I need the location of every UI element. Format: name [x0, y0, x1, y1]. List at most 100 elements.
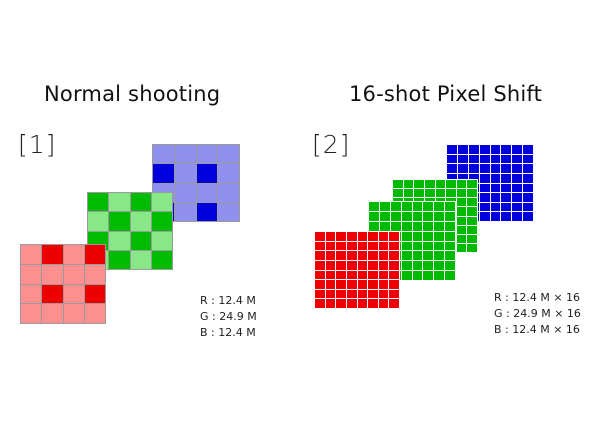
sensor-pixel: [21, 264, 42, 284]
sensor-pixel: [130, 231, 151, 250]
sensor-pixel: [130, 193, 151, 212]
stat-b-x16: B : 12.4 M × 16: [494, 323, 580, 336]
sensor-pixel: [130, 250, 151, 269]
sensor-pixel: [523, 145, 533, 154]
sensor-pixel: [414, 180, 424, 189]
sensor-pixel: [174, 202, 196, 221]
sensor-pixel: [368, 299, 378, 308]
sensor-pixel: [424, 180, 435, 189]
sensor-pixel: [456, 225, 467, 234]
sensor-pixel: [315, 289, 325, 299]
sensor-pixel: [368, 280, 378, 289]
sensor-pixel: [446, 180, 456, 189]
sensor-pixel: [467, 207, 477, 216]
sensor-pixel: [369, 221, 379, 231]
sensor-pixel: [403, 180, 414, 189]
sensor-pixel: [467, 243, 477, 252]
sensor-pixel: [357, 289, 368, 299]
sensor-pixel: [456, 180, 467, 189]
sensor-pixel: [490, 154, 501, 164]
sensor-pixel: [447, 173, 457, 183]
sensor-pixel: [389, 232, 399, 241]
sensor-pixel: [346, 270, 357, 280]
sensor-pixel: [412, 231, 423, 241]
sensor-pixel: [434, 261, 445, 271]
stat-g: G : 24.9 M: [200, 310, 257, 323]
sensor-pixel: [151, 250, 172, 269]
sensor-pixel: [501, 154, 512, 164]
sensor-pixel: [512, 154, 523, 164]
sensor-pixel: [21, 284, 42, 304]
sensor-pixel: [390, 221, 401, 231]
sensor-pixel: [447, 154, 457, 164]
sensor-pixel: [218, 145, 239, 164]
sensor-pixel: [501, 173, 512, 183]
sensor-pixel: [435, 180, 446, 189]
sensor-pixel: [423, 271, 434, 280]
sensor-pixel: [357, 232, 368, 241]
sensor-pixel: [109, 193, 130, 212]
sensor-pixel: [490, 212, 501, 221]
sensor-pixel: [512, 145, 523, 154]
sensor-pixel: [378, 289, 389, 299]
sensor-pixel: [109, 231, 130, 250]
sensor-pixel: [434, 202, 445, 211]
sensor-pixel: [434, 211, 445, 221]
title-normal-shooting: Normal shooting: [44, 82, 221, 106]
sensor-pixel: [88, 193, 109, 212]
sensor-pixel: [151, 231, 172, 250]
sensor-pixel: [456, 198, 467, 207]
sensor-pixel: [523, 202, 533, 212]
sensor-pixel: [401, 241, 412, 251]
sensor-pixel: [401, 202, 412, 211]
sensor-pixel: [346, 299, 357, 308]
sensor-pixel: [390, 211, 401, 221]
sensor-pixel: [315, 280, 325, 289]
sensor-pixel: [379, 221, 390, 231]
sensor-pixel: [401, 271, 412, 280]
sensor-pixel: [445, 271, 455, 280]
sensor-pixel: [336, 289, 346, 299]
sensor-pixel: [467, 216, 477, 225]
sensor-pixel: [357, 251, 368, 260]
sensor-pixel: [196, 145, 218, 164]
sensor-pixel: [42, 264, 63, 284]
sensor-pixel: [325, 251, 336, 260]
sensor-pixel: [315, 299, 325, 308]
sensor-pixel: [378, 280, 389, 289]
sensor-pixel: [468, 164, 479, 173]
sensor-pixel: [501, 164, 512, 173]
sensor-pixel: [389, 241, 399, 251]
sensor-pixel: [467, 180, 477, 189]
sensor-pixel: [174, 183, 196, 202]
sensor-pixel: [378, 260, 389, 270]
sensor-pixel: [412, 271, 423, 280]
sensor-pixel: [84, 284, 105, 304]
sensor-pixel: [501, 193, 512, 202]
sensor-pixel: [412, 251, 423, 261]
sensor-pixel: [21, 245, 42, 264]
sensor-pixel: [63, 284, 84, 304]
sensor-pixel: [445, 241, 455, 251]
sensor-pixel: [346, 232, 357, 241]
sensor-pixel: [389, 289, 399, 299]
sensor-pixel: [88, 212, 109, 231]
sensor-pixel: [412, 202, 423, 211]
sensor-pixel: [368, 232, 378, 241]
sensor-pixel: [445, 202, 455, 211]
sensor-pixel: [151, 212, 172, 231]
sensor-pixel: [401, 221, 412, 231]
sensor-pixel: [457, 164, 468, 173]
sensor-pixel: [378, 232, 389, 241]
sensor-pixel: [21, 304, 42, 323]
sensor-pixel: [457, 145, 468, 154]
sensor-pixel: [378, 270, 389, 280]
sensor-pixel: [389, 270, 399, 280]
sensor-pixel: [490, 193, 501, 202]
sensor-pixel: [512, 212, 523, 221]
sensor-pixel: [379, 202, 390, 211]
sensor-pixel: [153, 145, 174, 164]
sensor-pixel: [42, 284, 63, 304]
sensor-pixel: [456, 234, 467, 243]
sensor-pixel: [196, 202, 218, 221]
